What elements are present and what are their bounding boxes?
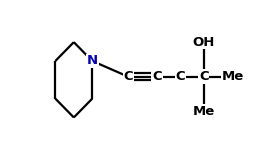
Text: C: C <box>123 70 133 83</box>
Text: N: N <box>87 54 98 67</box>
Text: C: C <box>175 70 185 83</box>
Text: Me: Me <box>193 105 215 118</box>
Text: C: C <box>199 70 209 83</box>
Text: C: C <box>152 70 162 83</box>
Text: OH: OH <box>192 36 215 49</box>
Text: Me: Me <box>221 70 244 83</box>
